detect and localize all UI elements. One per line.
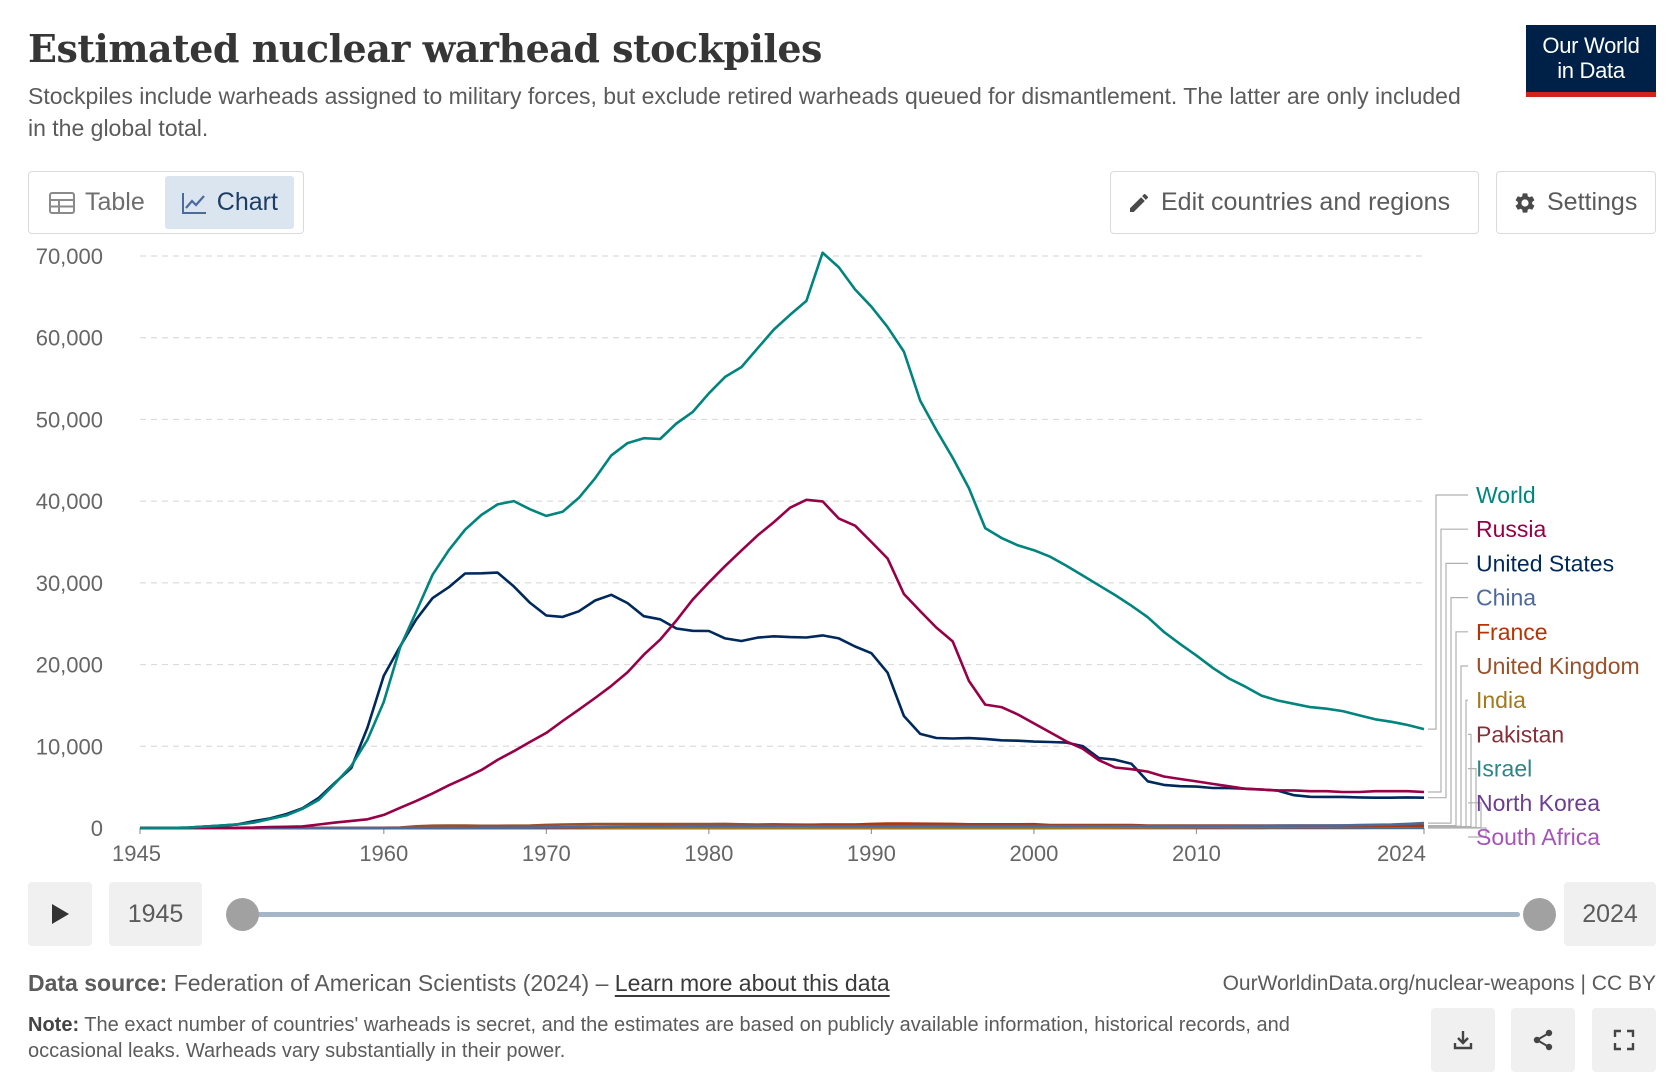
tab-table-label: Table xyxy=(85,188,145,216)
x-tick-label: 1970 xyxy=(522,841,571,866)
data-source: Data source: Federation of American Scie… xyxy=(28,970,890,997)
share-button[interactable] xyxy=(1511,1008,1575,1072)
x-axis-ticks: 1945 1960 1970 1980 1990 2000 2010 2024 xyxy=(112,828,1426,866)
y-tick-label: 50,000 xyxy=(36,407,103,432)
gear-icon xyxy=(1515,192,1535,213)
timeline-end-year[interactable]: 2024 xyxy=(1564,882,1656,946)
line-chart: 0 10,000 20,000 30,000 40,000 50,000 60,000 70,… xyxy=(36,244,1640,866)
series-label[interactable]: Pakistan xyxy=(1476,721,1564,747)
table-icon xyxy=(49,191,75,214)
grid-lines xyxy=(140,255,1424,829)
source-prefix: Data source: xyxy=(28,970,168,996)
series-label[interactable]: United States xyxy=(1476,550,1614,576)
x-tick-label: 2010 xyxy=(1172,841,1221,866)
chart-title: Estimated nuclear warhead stockpiles xyxy=(28,26,822,71)
source-text: Federation of American Scientists (2024)… xyxy=(167,970,615,996)
download-button[interactable] xyxy=(1431,1008,1495,1072)
fullscreen-icon xyxy=(1613,1029,1635,1051)
y-tick-label: 10,000 xyxy=(36,734,103,759)
y-axis-ticks: 0 10,000 20,000 30,000 40,000 50,000 60,000 70,… xyxy=(36,244,103,841)
share-icon xyxy=(1533,1029,1553,1051)
learn-more-link[interactable]: Learn more about this data xyxy=(614,970,890,996)
timeline-start-handle[interactable] xyxy=(226,898,259,931)
download-icon xyxy=(1453,1031,1473,1050)
y-tick-label: 60,000 xyxy=(36,326,103,351)
note-text: The exact number of countries' warheads … xyxy=(28,1014,1290,1062)
owid-logo[interactable]: Our World in Data xyxy=(1526,25,1656,97)
series-line[interactable] xyxy=(139,251,1425,830)
label-connector xyxy=(1428,827,1487,838)
series-label[interactable]: China xyxy=(1476,585,1536,611)
y-tick-label: 40,000 xyxy=(36,489,103,514)
timeline-start-year[interactable]: 1945 xyxy=(109,882,202,946)
series-label[interactable]: Russia xyxy=(1476,516,1547,542)
view-tabs: Table Chart xyxy=(28,171,304,234)
y-tick-label: 30,000 xyxy=(36,571,103,596)
series-label[interactable]: United Kingdom xyxy=(1476,653,1640,679)
y-tick-label: 20,000 xyxy=(36,653,103,678)
y-tick-label: 0 xyxy=(91,816,103,841)
pencil-icon xyxy=(1130,193,1149,212)
edit-countries-button[interactable]: Edit countries and regions xyxy=(1110,171,1479,234)
logo-line-2: in Data xyxy=(1557,58,1625,83)
series-label[interactable]: France xyxy=(1476,619,1548,645)
series-line[interactable] xyxy=(139,571,1425,830)
label-connector xyxy=(1428,528,1468,793)
label-connector xyxy=(1428,802,1482,829)
tab-chart[interactable]: Chart xyxy=(164,176,294,229)
play-icon xyxy=(52,904,69,924)
logo-line-1: Our World xyxy=(1542,33,1640,58)
x-tick-label: 1945 xyxy=(112,841,161,866)
x-tick-label: 2024 xyxy=(1377,841,1426,866)
series-label[interactable]: Israel xyxy=(1476,756,1532,782)
tab-table[interactable]: Table xyxy=(33,176,161,229)
fullscreen-button[interactable] xyxy=(1592,1008,1656,1072)
series-label[interactable]: India xyxy=(1476,687,1526,713)
line-chart-icon xyxy=(181,192,206,214)
timeline: 1945 2024 xyxy=(28,882,1656,946)
label-connector xyxy=(1428,597,1468,824)
x-tick-label: 1980 xyxy=(684,841,733,866)
x-tick-label: 2000 xyxy=(1009,841,1058,866)
label-connector xyxy=(1428,665,1468,827)
series-lines xyxy=(139,251,1425,830)
label-connector xyxy=(1428,733,1472,828)
series-label[interactable]: South Africa xyxy=(1476,824,1600,850)
chart-subtitle: Stockpiles include warheads assigned to … xyxy=(28,83,1461,141)
tab-chart-label: Chart xyxy=(216,188,278,216)
timeline-end-handle[interactable] xyxy=(1523,898,1556,931)
label-connector xyxy=(1428,562,1468,799)
y-tick-label: 70,000 xyxy=(36,244,103,269)
series-label[interactable]: World xyxy=(1476,482,1536,508)
edit-countries-label: Edit countries and regions xyxy=(1161,188,1451,216)
series-line[interactable] xyxy=(140,821,1425,830)
series-line[interactable] xyxy=(140,498,1425,830)
play-button[interactable] xyxy=(28,882,92,946)
x-tick-label: 1990 xyxy=(847,841,896,866)
x-tick-label: 1960 xyxy=(359,841,408,866)
series-labels: World Russia United States China France Unite… xyxy=(1428,482,1640,850)
series-label[interactable]: North Korea xyxy=(1476,790,1600,816)
source-url[interactable]: OurWorldinData.org/nuclear-weapons | CC … xyxy=(1222,972,1656,995)
note-prefix: Note: xyxy=(28,1014,80,1036)
label-connector xyxy=(1428,699,1468,828)
settings-label: Settings xyxy=(1547,188,1638,216)
label-connector xyxy=(1428,631,1468,827)
chart-note: Note: The exact number of countries' war… xyxy=(28,1012,1388,1064)
label-connector xyxy=(1428,494,1468,730)
settings-button[interactable]: Settings xyxy=(1496,171,1656,234)
timeline-track[interactable] xyxy=(240,912,1520,917)
